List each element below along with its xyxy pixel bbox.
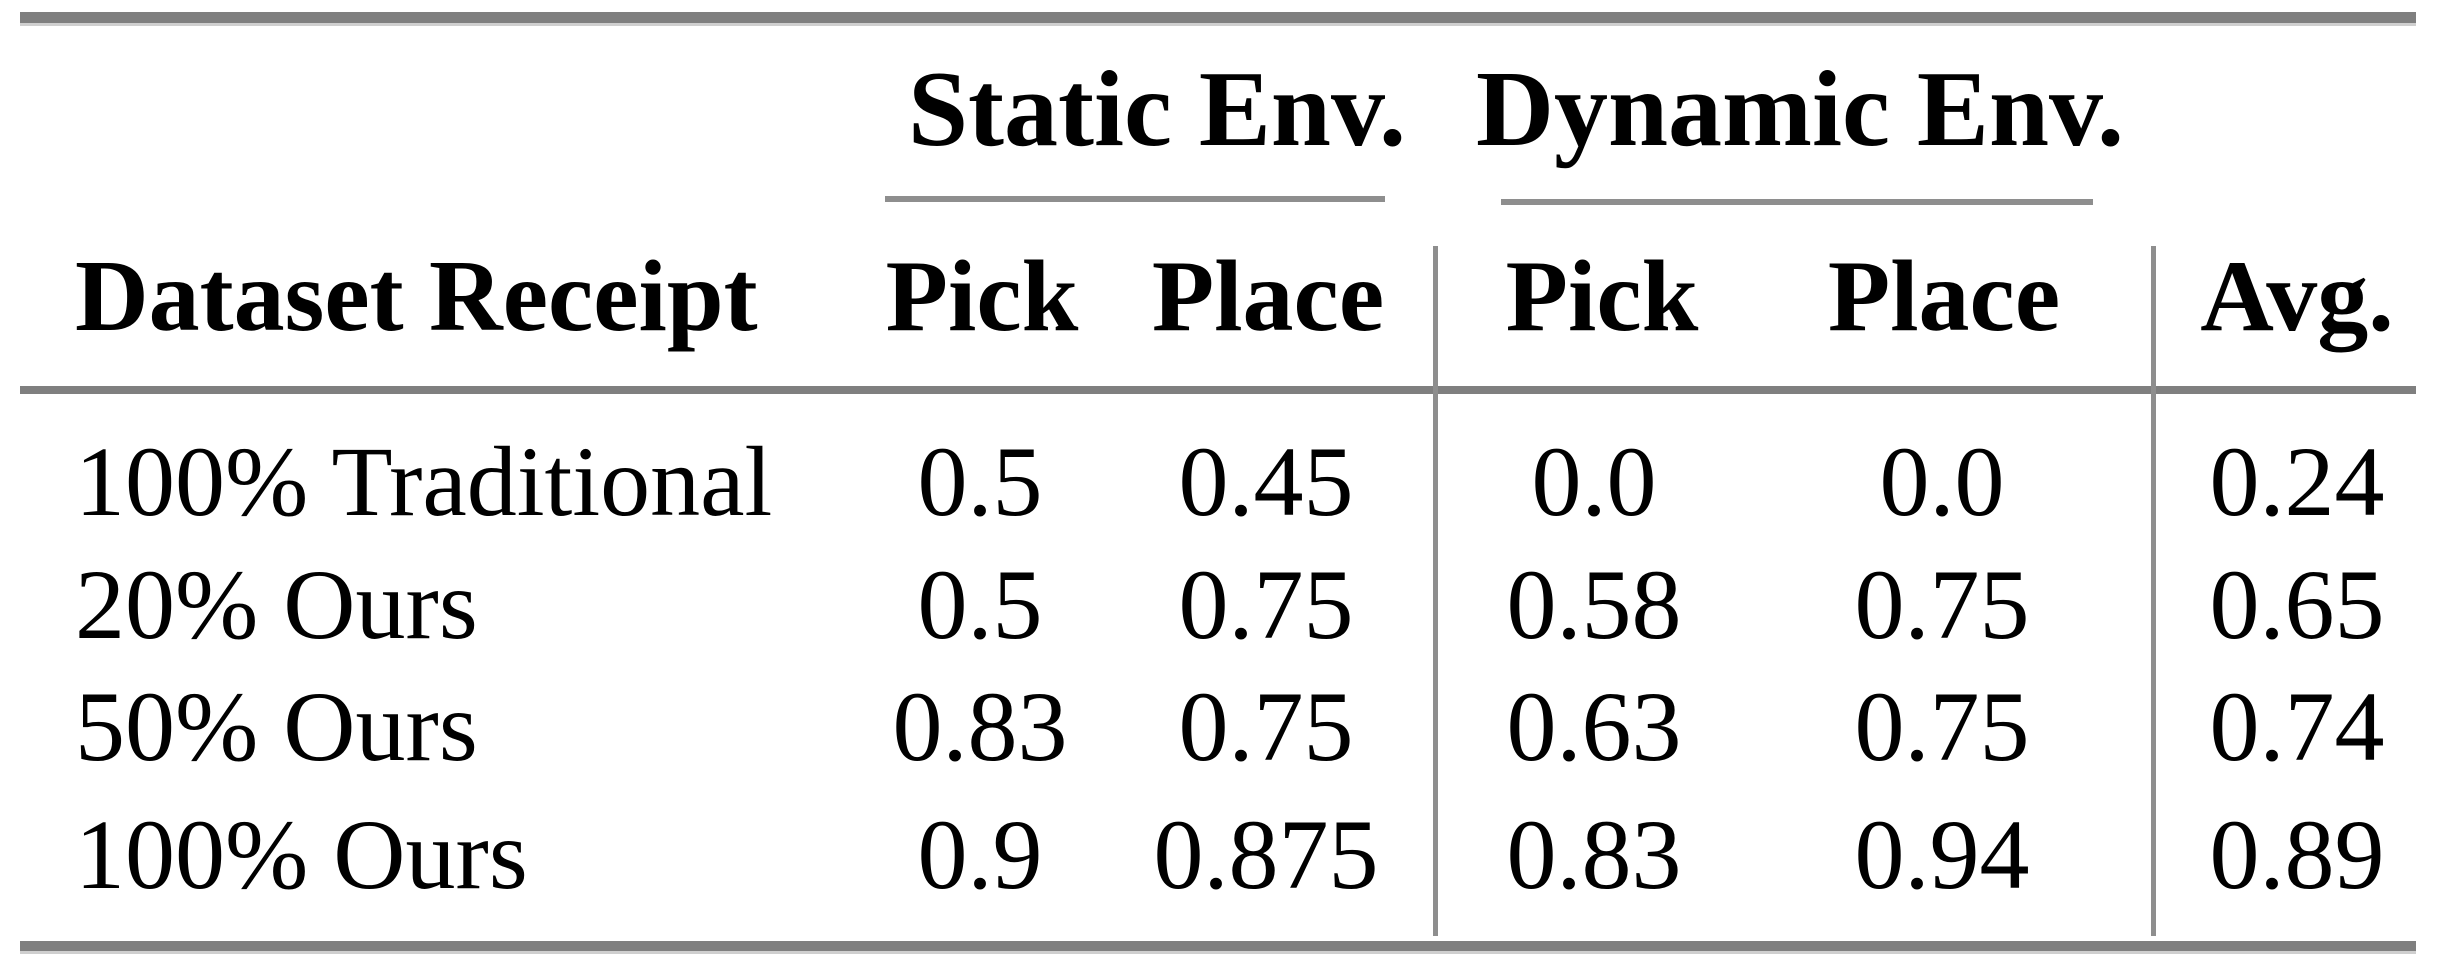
cell-value: 0.9 bbox=[917, 799, 1043, 910]
cell-value: 0.875 bbox=[1153, 799, 1379, 910]
cell-value: 0.83 bbox=[1506, 799, 1682, 910]
cell-value: 0.0 bbox=[1531, 426, 1657, 537]
bottom-rule bbox=[20, 941, 2416, 954]
header-rule bbox=[20, 386, 2416, 394]
cell-value: 0.89 bbox=[2209, 799, 2385, 910]
row-label: 50% Ours bbox=[75, 671, 478, 782]
cell-value: 0.65 bbox=[2209, 549, 2385, 660]
column-header-avg: Avg. bbox=[2200, 240, 2394, 353]
cell-value: 0.74 bbox=[2209, 671, 2385, 782]
column-separator-avg bbox=[2151, 246, 2156, 936]
column-header-dataset-receipt: Dataset Receipt bbox=[75, 240, 758, 353]
column-header-static-pick: Pick bbox=[885, 240, 1079, 353]
row-label: 20% Ours bbox=[75, 549, 478, 660]
cell-value: 0.83 bbox=[892, 671, 1068, 782]
cell-value: 0.58 bbox=[1506, 549, 1682, 660]
column-separator-static-dynamic bbox=[1433, 246, 1438, 936]
column-header-static-place: Place bbox=[1151, 240, 1385, 353]
column-group-static-env: Static Env. bbox=[907, 50, 1407, 169]
cell-value: 0.75 bbox=[1178, 549, 1354, 660]
row-label: 100% Ours bbox=[75, 799, 528, 910]
cell-value: 0.75 bbox=[1178, 671, 1354, 782]
column-header-dynamic-pick: Pick bbox=[1505, 240, 1699, 353]
cell-value: 0.75 bbox=[1854, 549, 2030, 660]
row-label: 100% Traditional bbox=[75, 426, 773, 537]
cell-value: 0.24 bbox=[2209, 426, 2385, 537]
column-group-dynamic-env: Dynamic Env. bbox=[1475, 50, 2125, 169]
top-rule bbox=[20, 12, 2416, 26]
cell-value: 0.5 bbox=[917, 426, 1043, 537]
cell-value: 0.0 bbox=[1879, 426, 2005, 537]
cell-value: 0.45 bbox=[1178, 426, 1354, 537]
cell-value: 0.94 bbox=[1854, 799, 2030, 910]
static-env-underline bbox=[885, 196, 1385, 202]
cell-value: 0.63 bbox=[1506, 671, 1682, 782]
cell-value: 0.75 bbox=[1854, 671, 2030, 782]
cell-value: 0.5 bbox=[917, 549, 1043, 660]
column-header-dynamic-place: Place bbox=[1827, 240, 2061, 353]
dynamic-env-underline bbox=[1501, 199, 2093, 205]
